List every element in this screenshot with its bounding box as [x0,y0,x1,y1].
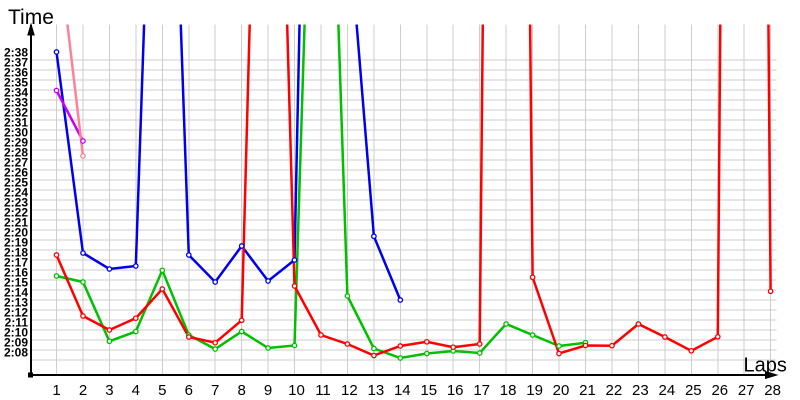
svg-text:2:29: 2:29 [4,136,28,150]
svg-text:19: 19 [526,382,543,399]
svg-text:16: 16 [447,382,464,399]
svg-text:15: 15 [420,382,437,399]
svg-text:2:36: 2:36 [4,66,28,80]
svg-text:17: 17 [473,382,490,399]
svg-text:2:27: 2:27 [4,156,28,170]
svg-text:5: 5 [158,382,166,399]
svg-text:2:23: 2:23 [4,196,28,210]
svg-text:12: 12 [341,382,358,399]
svg-text:27: 27 [738,382,755,399]
svg-text:2:10: 2:10 [4,326,28,340]
svg-text:2:37: 2:37 [4,56,28,70]
svg-text:21: 21 [579,382,596,399]
svg-text:Laps: Laps [744,355,787,377]
svg-text:2:28: 2:28 [4,146,28,160]
svg-text:2:13: 2:13 [4,296,28,310]
svg-text:2:25: 2:25 [4,176,28,190]
svg-text:2:12: 2:12 [4,306,28,320]
svg-text:2:24: 2:24 [4,186,28,200]
svg-text:8: 8 [238,382,246,399]
svg-text:2:11: 2:11 [5,316,29,330]
svg-text:26: 26 [711,382,728,399]
svg-text:22: 22 [606,382,623,399]
svg-text:3: 3 [105,382,113,399]
svg-text:2:09: 2:09 [4,336,28,350]
svg-text:20: 20 [553,382,570,399]
svg-text:2:20: 2:20 [4,226,28,240]
svg-text:11: 11 [315,382,331,399]
svg-text:1: 1 [52,382,60,399]
svg-text:2:22: 2:22 [4,206,28,220]
svg-text:2:19: 2:19 [4,236,28,250]
svg-text:4: 4 [132,382,140,399]
svg-text:2:21: 2:21 [4,216,28,230]
svg-text:2:16: 2:16 [4,266,28,280]
svg-text:9: 9 [264,382,272,399]
svg-text:7: 7 [211,382,219,399]
svg-text:10: 10 [288,382,305,399]
svg-text:28: 28 [764,382,781,399]
svg-text:2:15: 2:15 [4,276,28,290]
svg-text:2:38: 2:38 [4,46,28,60]
svg-text:Time: Time [8,6,54,29]
svg-text:2:34: 2:34 [4,86,28,100]
svg-text:25: 25 [685,382,702,399]
svg-text:2:14: 2:14 [4,286,28,300]
svg-text:2:08: 2:08 [4,346,28,360]
svg-text:2: 2 [79,382,87,399]
svg-text:2:17: 2:17 [4,256,28,270]
svg-text:24: 24 [659,382,676,399]
svg-text:13: 13 [368,382,385,399]
svg-text:2:18: 2:18 [4,246,28,260]
svg-text:14: 14 [394,382,411,399]
svg-text:2:33: 2:33 [4,96,28,110]
svg-text:23: 23 [632,382,649,399]
svg-text:2:35: 2:35 [4,76,28,90]
svg-text:2:32: 2:32 [4,106,28,120]
svg-text:2:31: 2:31 [4,116,28,130]
svg-text:2:26: 2:26 [4,166,28,180]
svg-text:6: 6 [185,382,193,399]
svg-text:2:30: 2:30 [4,126,28,140]
svg-text:18: 18 [500,382,517,399]
